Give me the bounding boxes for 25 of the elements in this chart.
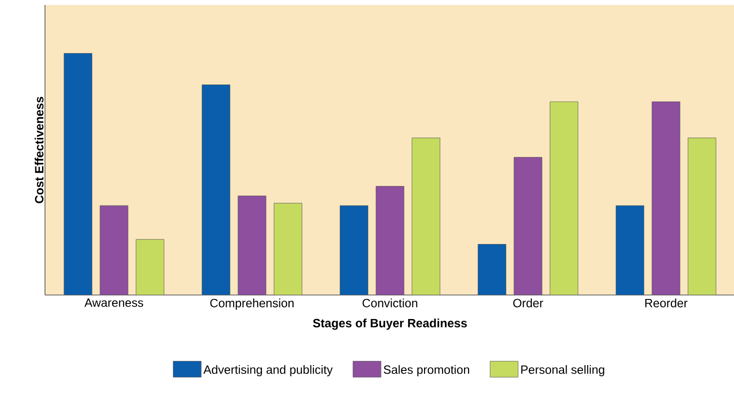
bar (616, 205, 644, 295)
bar (412, 138, 440, 295)
bar (652, 101, 680, 295)
bar (202, 84, 230, 295)
x-tick-label: Reorder (645, 298, 688, 308)
bar (376, 186, 404, 295)
legend-label: Personal selling (521, 365, 604, 376)
bar (274, 202, 302, 295)
bar (100, 205, 128, 295)
bar (514, 157, 542, 295)
bar (688, 138, 716, 295)
x-axis-title: Stages of Buyer Readiness (312, 318, 467, 330)
x-tick-label: Comprehension (210, 298, 294, 310)
y-axis-title: Cost Effectiveness (34, 96, 44, 204)
bar (550, 101, 578, 295)
x-tick-label: Conviction (362, 298, 418, 308)
legend-label: Advertising and publicity (203, 365, 333, 376)
x-tick-label: Awareness (84, 298, 144, 307)
legend-label: Sales promotion (384, 365, 470, 376)
bar (136, 239, 164, 295)
bar (340, 205, 368, 295)
bar (64, 53, 92, 295)
bar (478, 244, 506, 295)
bar (238, 196, 266, 295)
x-tick-label: Order (513, 298, 544, 308)
